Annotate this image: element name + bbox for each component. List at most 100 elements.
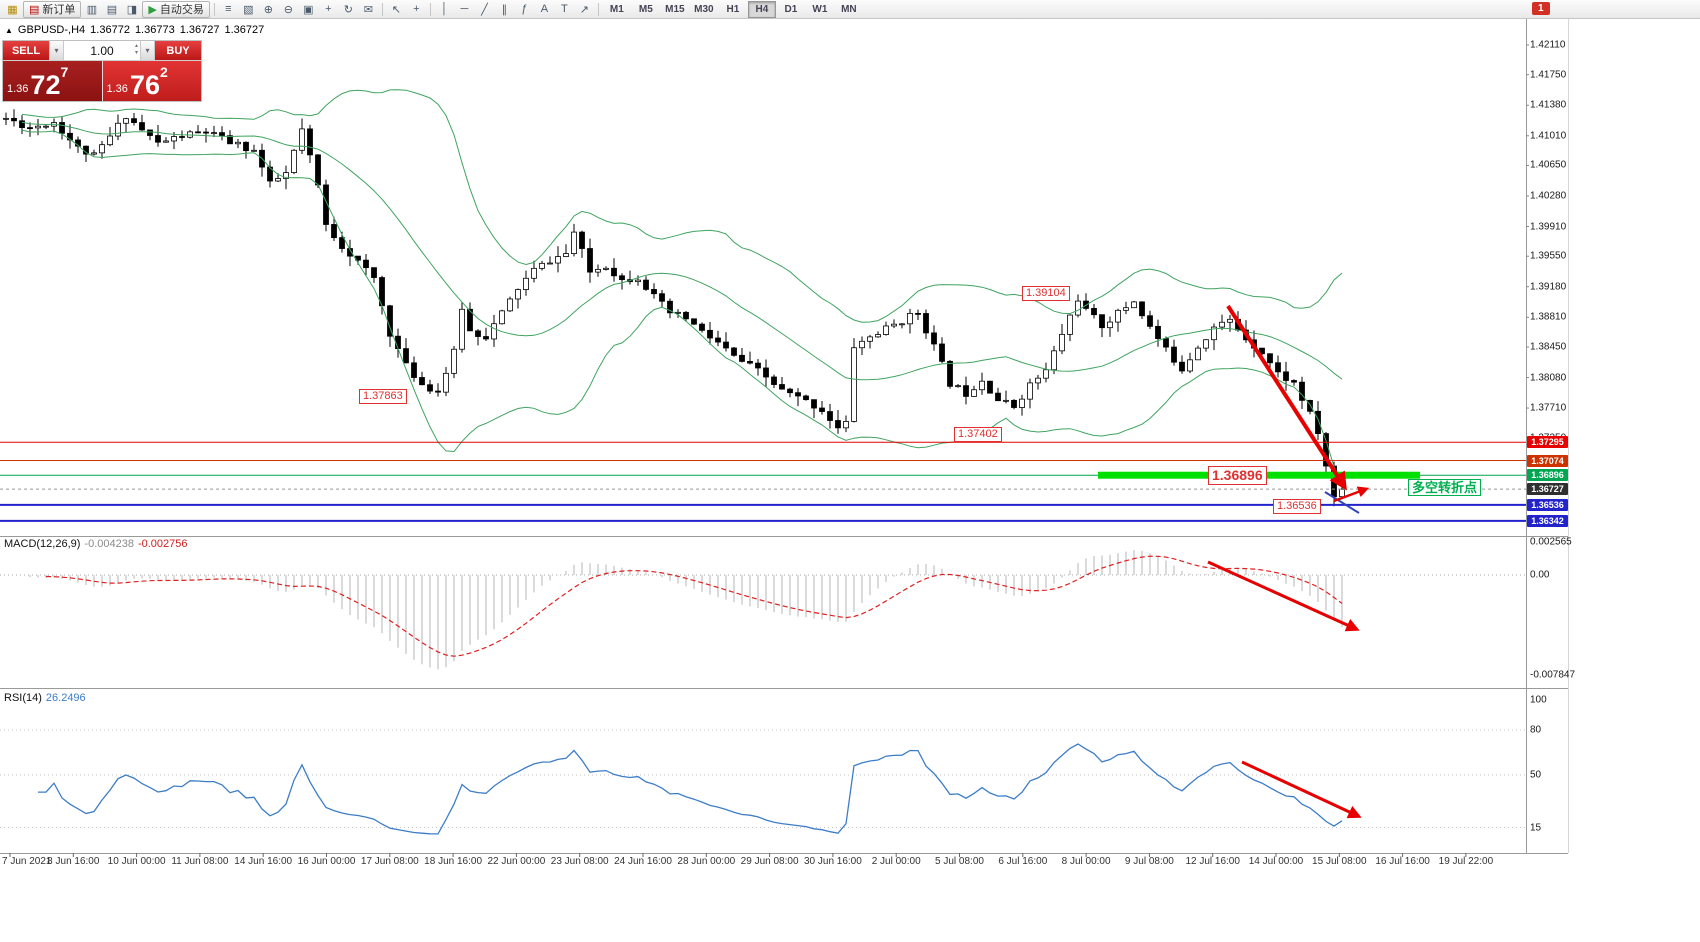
- price-axis-label: 1.39910: [1530, 221, 1567, 233]
- objects-list-icon[interactable]: ▧: [243, 3, 254, 16]
- macd-scale-label: -0.007847: [1530, 669, 1576, 681]
- app-icon[interactable]: ▦: [7, 3, 18, 16]
- new-order-button[interactable]: ▤ 新订单: [23, 0, 82, 18]
- alerts-icon[interactable]: ✉: [363, 3, 373, 16]
- ohlc-high: 1.36773: [134, 24, 175, 36]
- timeframe-m30[interactable]: M30: [694, 3, 714, 15]
- macd-scale-label: 0.002565: [1530, 536, 1572, 548]
- timeframe-w1[interactable]: W1: [812, 3, 828, 15]
- time-axis-label: 8 Jun 16:00: [47, 856, 100, 867]
- volume-spinner[interactable]: ▴ ▾: [135, 43, 138, 57]
- time-axis-label: 11 Jun 08:00: [171, 856, 229, 867]
- notification-badge[interactable]: 1: [1532, 2, 1550, 15]
- timeframe-h4[interactable]: H4: [747, 0, 776, 18]
- rsi-indicator-label: RSI(14) 26.2496: [4, 692, 90, 704]
- arrows-icon[interactable]: ↗: [579, 3, 589, 16]
- time-axis-label: 22 Jun 00:00: [487, 856, 546, 867]
- cursor-icon[interactable]: ↖: [391, 3, 401, 16]
- trend-arrow-3[interactable]: [1207, 560, 1360, 632]
- sell-button[interactable]: SELL: [3, 41, 49, 60]
- auto-scroll-icon[interactable]: ↻: [343, 3, 353, 16]
- time-axis-label: 19 Jul 22:00: [1438, 856, 1494, 867]
- time-axis-label: 30 Jun 16:00: [803, 856, 862, 867]
- candlesticks: [3, 109, 1345, 507]
- equidistant-channel-icon[interactable]: ∥: [501, 3, 508, 16]
- timeframe-m5[interactable]: M5: [638, 3, 653, 15]
- macd-signal-value: -0.002756: [137, 538, 188, 550]
- sell-price-point: 7: [60, 64, 69, 80]
- rsi-scale-label: 100: [1530, 694, 1547, 706]
- time-axis-label: 6 Jul 16:00: [998, 856, 1048, 867]
- price-tag-1.36536: 1.36536: [1527, 498, 1568, 511]
- time-axis-label: 14 Jun 16:00: [234, 856, 293, 867]
- new-chart-icon[interactable]: +: [325, 3, 332, 15]
- price-annotation-1.37402[interactable]: 1.37402: [954, 427, 1002, 442]
- spinner-down-icon[interactable]: ▾: [134, 50, 138, 56]
- time-axis-label: 29 Jun 08:00: [740, 856, 799, 867]
- price-axis-label: 1.37710: [1530, 402, 1567, 414]
- sell-price-prefix: 1.36: [7, 83, 29, 95]
- price-tag-1.36896: 1.36896: [1527, 469, 1568, 482]
- chart-window-icon[interactable]: ▥: [86, 3, 98, 16]
- vertical-line-icon[interactable]: │: [440, 3, 448, 15]
- buy-price-display[interactable]: 1.36 76 2: [101, 61, 201, 101]
- blue-trendline[interactable]: [1324, 491, 1360, 514]
- turning-point-note[interactable]: 多空转折点: [1408, 479, 1482, 496]
- sell-price-display[interactable]: 1.36 72 7: [3, 61, 102, 101]
- rsi-scale-label: 80: [1530, 724, 1542, 736]
- sell-options-dropdown[interactable]: ▾: [49, 41, 64, 60]
- autotrade-button-label: 自动交易: [159, 4, 204, 16]
- volume-input[interactable]: 1.00 ▴ ▾: [64, 41, 140, 60]
- timeframe-d1[interactable]: D1: [784, 3, 798, 15]
- buy-options-dropdown[interactable]: ▾: [140, 41, 155, 60]
- time-axis-label: 18 Jun 16:00: [424, 856, 483, 867]
- price-annotation-1.36896[interactable]: 1.36896: [1208, 466, 1267, 485]
- horizontal-line-icon[interactable]: ─: [460, 3, 469, 15]
- price-annotation-1.39104[interactable]: 1.39104: [1022, 286, 1070, 301]
- macd-panel: [0, 550, 1526, 670]
- tile-windows-icon[interactable]: ▣: [303, 3, 314, 16]
- buy-button[interactable]: BUY: [155, 41, 201, 60]
- time-axis-label: 15 Jul 08:00: [1312, 856, 1367, 867]
- trend-arrow-4[interactable]: [1241, 760, 1362, 819]
- new-order-button-label: 新订单: [42, 4, 76, 16]
- rsi-name: RSI(14): [4, 692, 42, 704]
- text-icon[interactable]: A: [540, 3, 549, 15]
- time-axis-label: 16 Jul 16:00: [1375, 856, 1430, 867]
- rsi-panel: [0, 729, 1526, 835]
- signals-icon[interactable]: ◨: [126, 3, 138, 16]
- timeframe-h1[interactable]: H1: [726, 3, 740, 15]
- timeframe-m1[interactable]: M1: [609, 3, 624, 15]
- ohlc-close: 1.36727: [224, 24, 265, 36]
- rsi-scale-label: 15: [1530, 822, 1542, 833]
- macd-scale-label: 0.00: [1530, 569, 1550, 581]
- trendline-icon[interactable]: ╱: [481, 3, 488, 16]
- indicators-list-icon[interactable]: ≡: [225, 3, 232, 15]
- trend-arrow-1[interactable]: [1226, 304, 1347, 491]
- time-axis-label: 14 Jul 00:00: [1248, 856, 1304, 867]
- spinner-up-icon[interactable]: ▴: [134, 43, 138, 49]
- autotrade-button[interactable]: ▶ 自动交易: [142, 0, 210, 18]
- zoom-in-icon[interactable]: ⊕: [263, 3, 273, 16]
- time-axis-label: 5 Jul 08:00: [935, 856, 984, 867]
- price-annotation-1.37863[interactable]: 1.37863: [359, 389, 407, 404]
- text-label-icon[interactable]: T: [561, 3, 568, 15]
- price-annotation-1.36536[interactable]: 1.36536: [1273, 499, 1321, 514]
- timeframe-mn[interactable]: MN: [841, 3, 857, 15]
- price-axis-label: 1.42110: [1530, 39, 1566, 51]
- price-tag-1.37074: 1.37074: [1527, 454, 1568, 467]
- volume-value: 1.00: [90, 43, 114, 58]
- profile-charts-icon[interactable]: ▤: [106, 3, 118, 16]
- price-tag-1.36727: 1.36727: [1527, 483, 1568, 496]
- macd-name: MACD(12,26,9): [4, 538, 81, 550]
- fibonacci-icon[interactable]: ƒ: [521, 3, 528, 15]
- ohlc-open: 1.36772: [90, 24, 130, 36]
- crosshair-icon[interactable]: +: [413, 3, 420, 15]
- time-axis-label: 23 Jun 08:00: [550, 856, 609, 867]
- price-axis-label: 1.41750: [1530, 69, 1567, 81]
- zoom-out-icon[interactable]: ⊖: [283, 3, 293, 16]
- rsi-line: [38, 743, 1343, 835]
- trend-arrow-2[interactable]: [1333, 486, 1370, 503]
- timeframe-m15[interactable]: M15: [665, 3, 685, 15]
- toolbar-separator: [429, 2, 431, 16]
